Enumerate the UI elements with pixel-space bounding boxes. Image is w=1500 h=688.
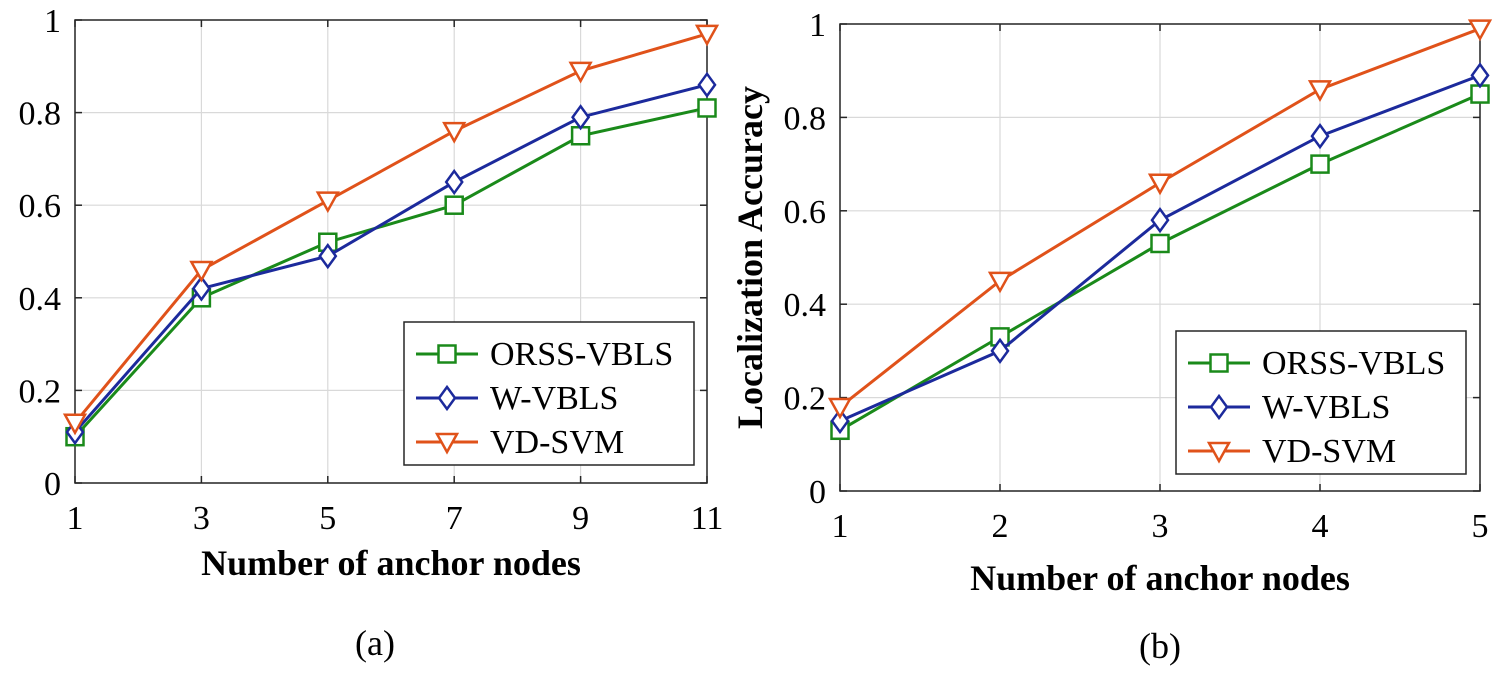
data-point: [990, 337, 1010, 365]
series-vd-svm: [62, 24, 720, 436]
y-tick-label: 0.8: [19, 96, 62, 133]
x-axis-label: Number of anchor nodes: [970, 558, 1350, 598]
data-point: [568, 61, 593, 84]
series-w-vbls: [65, 71, 717, 446]
legend-item: ORSS-VBLS: [416, 336, 673, 373]
data-point: [694, 24, 720, 47]
data-point: [1467, 19, 1493, 42]
data-point: [987, 271, 1013, 294]
legend-item: VD-SVM: [1188, 433, 1396, 470]
legend: ORSS-VBLS W-VBLS VD-SVM: [403, 321, 695, 466]
data-point: [1150, 233, 1170, 254]
y-tick-label: 0.8: [784, 100, 827, 137]
x-tick-label: 7: [446, 500, 463, 537]
series-w-vbls: [830, 62, 1490, 435]
legend-marker: [434, 432, 460, 455]
y-tick-label: 0.6: [19, 188, 62, 225]
legend-label: ORSS-VBLS: [490, 336, 673, 373]
data-point: [827, 397, 853, 420]
series-orss-vbls: [830, 84, 1490, 441]
data-point: [1147, 173, 1173, 196]
x-tick-label: 4: [1312, 508, 1329, 545]
legend: ORSS-VBLS W-VBLS VD-SVM: [1175, 330, 1467, 475]
data-point: [189, 260, 214, 283]
x-axis-label: Number of anchor nodes: [201, 543, 581, 583]
data-point: [1307, 80, 1333, 102]
series-vd-svm: [827, 19, 1493, 420]
legend-marker: [1206, 441, 1232, 464]
legend-item: ORSS-VBLS: [1188, 345, 1445, 382]
x-tick-label: 1: [832, 508, 849, 545]
series-line: [73, 83, 708, 434]
y-tick-label: 0.4: [784, 287, 827, 324]
y-tick-label: 1: [809, 7, 826, 44]
legend-label: W-VBLS: [490, 380, 618, 417]
legend-label: VD-SVM: [490, 424, 624, 461]
data-point: [1310, 154, 1330, 174]
data-point: [571, 104, 591, 131]
data-point: [697, 71, 717, 98]
data-point: [444, 195, 464, 215]
y-tick-label: 1: [44, 3, 61, 40]
legend-marker: [1209, 393, 1229, 421]
y-tick-label: 0.6: [784, 194, 827, 231]
x-tick-label: 11: [691, 500, 724, 537]
subfigure-caption: (a): [355, 623, 395, 663]
legend-marker: [437, 384, 457, 412]
chart-a: 1 3 5 7 9 11 0 0.2 0.4 0.6 0.8 1 Number of anchor no…: [19, 3, 724, 663]
data-point: [442, 121, 467, 144]
data-point: [1470, 62, 1490, 89]
legend-item: VD-SVM: [416, 424, 624, 461]
data-point: [315, 191, 340, 214]
data-point: [1150, 207, 1170, 234]
y-tick-label: 0.2: [19, 373, 62, 410]
legend-label: VD-SVM: [1262, 433, 1396, 470]
x-tick-label: 9: [572, 500, 589, 537]
data-point: [1310, 122, 1330, 150]
legend-label: ORSS-VBLS: [1262, 345, 1445, 382]
series-line: [73, 32, 708, 424]
data-point: [697, 98, 717, 118]
legend-item: W-VBLS: [416, 380, 618, 417]
data-point: [830, 407, 850, 435]
data-point: [444, 168, 464, 196]
y-tick-label: 0: [809, 474, 826, 511]
legend-label: W-VBLS: [1262, 389, 1390, 426]
x-tick-label: 1: [67, 500, 84, 537]
legend-marker: [437, 344, 457, 364]
x-tick-label: 5: [1472, 508, 1489, 545]
data-point: [191, 275, 211, 302]
y-tick-label: 0: [44, 466, 61, 503]
x-tick-label: 3: [1152, 508, 1169, 545]
x-tick-label: 3: [193, 500, 210, 537]
legend-item: W-VBLS: [1188, 389, 1390, 426]
legend-marker: [1209, 353, 1229, 373]
plot-area-border: [74, 19, 708, 484]
data-point: [62, 413, 88, 436]
subfigure-caption: (b): [1139, 626, 1181, 666]
y-tick-label: 0.4: [19, 281, 62, 318]
chart-b: 1 2 3 4 5 0 0.2 0.4 0.6 0.8 1 Number of anchor node…: [730, 7, 1493, 666]
x-tick-label: 5: [319, 500, 336, 537]
y-axis-label: Localization Accuracy: [730, 86, 770, 429]
x-tick-label: 2: [992, 508, 1009, 545]
series-line: [73, 106, 708, 438]
y-tick-label: 0.2: [784, 381, 827, 418]
data-point: [318, 243, 338, 270]
